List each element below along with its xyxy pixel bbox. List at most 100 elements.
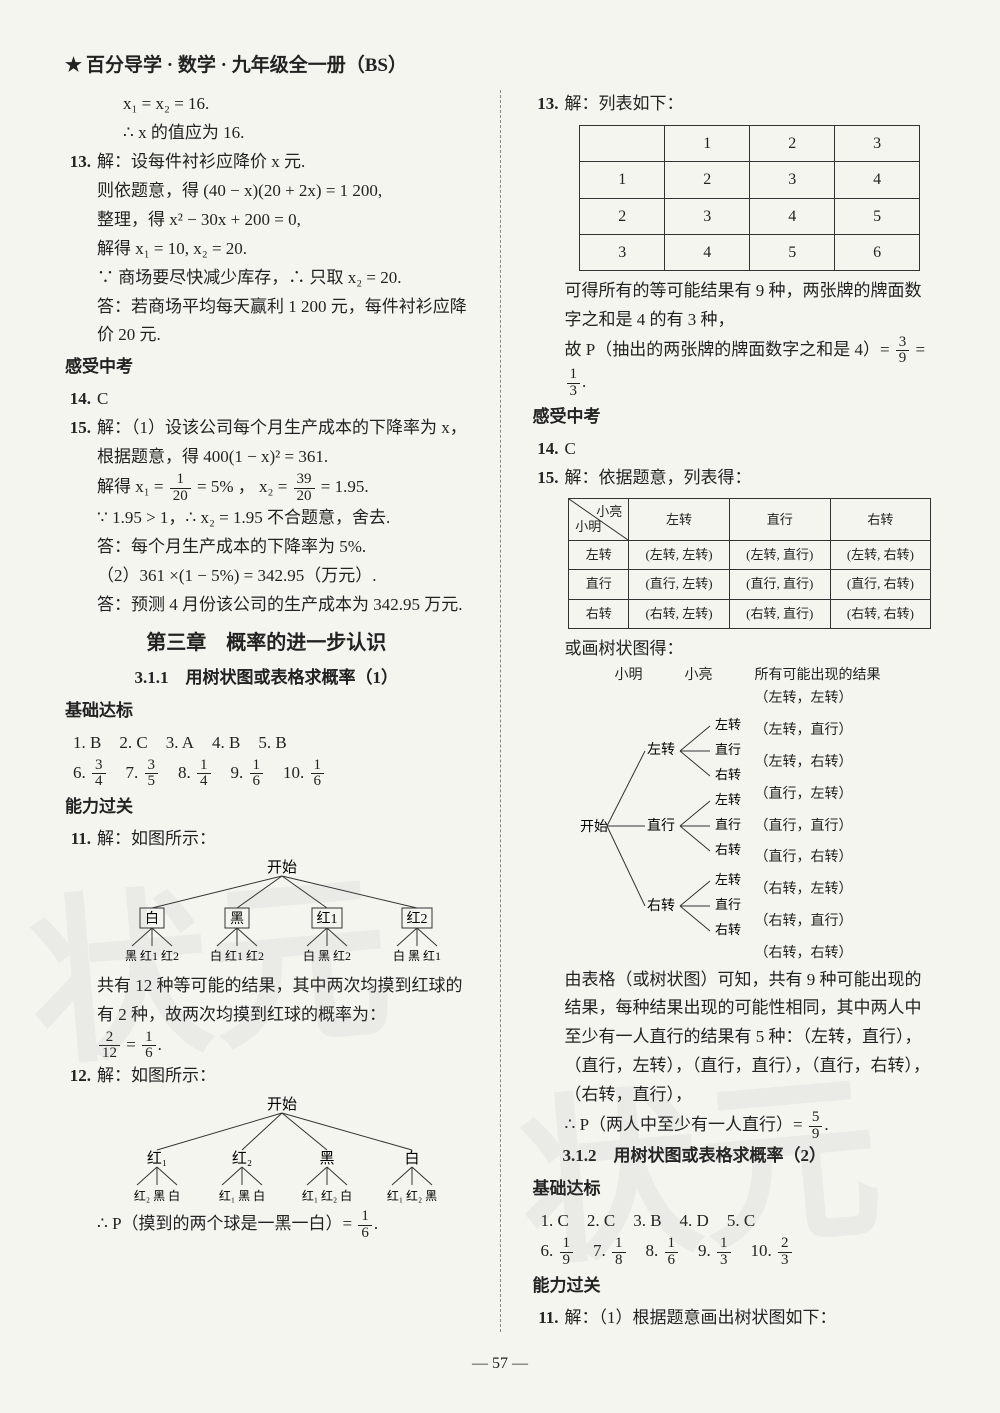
text-line: 共有 12 种等可能的结果，其中两次均摸到红球的有 2 种，故两次均摸到红球的概… [97,972,468,1030]
tree-diagram: 开始 红₁ 红₂ 黑 白 红₂ 黑 白 红₁ 黑 白 红₁ 红₂ 白 红₁ 红₂… [102,1095,462,1205]
answer-row: 6. 19 7. 18 8. 16 9. 13 10. 23 [533,1236,936,1269]
text-line: ∴ P（摸到的两个球是一黑一白）= 16. [97,1209,468,1242]
text-line: 故 P（抽出的两张牌的牌面数字之和是 4）= 39 = 13. [565,335,936,400]
question-13: 13. 解：列表如下： 123 1234 2345 3456 可得所有的等可能结… [533,90,936,399]
question-12: 12. 解：如图所示： 开始 红₁ 红₂ 黑 白 红₂ 黑 白 红₁ 黑 白 [65,1062,468,1241]
section-label: 能力过关 [65,793,468,822]
tree-diagram: 开始 白 黑 红1 红2 黑 红1 红2 白 红1 红2 白 黑 红2 白 黑 … [102,858,462,968]
svg-text:白: 白 [145,911,159,927]
left-column: x₁ = x₂ = 16. ∴ x 的值应为 16. 13. 解：设每件衬衫应降… [65,90,468,1332]
question-14: 14. C [65,385,468,414]
answer: 3. A [166,729,194,758]
text-line: 解得 x₁ = 10, x₂ = 20. [97,235,468,264]
text-line: ∵ 商场要尽快减少库存，∴ 只取 x₂ = 20. [97,264,468,293]
q-number: 12. [65,1062,97,1241]
text-line: 解：依据题意，列表得： [565,464,936,493]
text-line: ∴ P（两人中至少有一人直行）= 59. [565,1110,936,1143]
section-label: 感受中考 [65,353,468,382]
text-line: 答：每个月生产成本的下降率为 5%. [97,533,468,562]
tree-diagram: 小明 小亮 所有可能出现的结果 开始 左转 直行 右转 [565,664,936,966]
svg-text:红₁ 红₂ 黑: 红₁ 红₂ 黑 [387,1188,437,1203]
q-number: 13. [533,90,565,399]
section-title: 3.1.1 用树状图或表格求概率（1） [65,664,468,693]
svg-text:白: 白 [405,1150,420,1167]
section-label: 基础达标 [65,697,468,726]
text-line: （2）361 ×(1 − 5%) = 342.95（万元）. [97,562,468,591]
right-column: 13. 解：列表如下： 123 1234 2345 3456 可得所有的等可能结… [533,90,936,1332]
svg-text:右转: 右转 [715,767,741,782]
svg-text:白 黑 红1: 白 黑 红1 [393,948,441,963]
q-number: 15. [533,464,565,1143]
answer: C [565,435,936,464]
answer: 2. C [587,1207,615,1236]
text-line: 整理，得 x² − 30x + 200 = 0, [97,206,468,235]
text-line: 解得 x₁ = 120 = 5% ， x₂ = 3920 = 1.95. [97,472,468,505]
svg-text:直行: 直行 [715,817,741,832]
answer: 5. B [258,729,286,758]
answer: 2. C [119,729,147,758]
text-line: 或画树状图得： [565,635,936,664]
text-line: 解：列表如下： [565,90,936,119]
svg-text:红₂: 红₂ [232,1150,252,1167]
text-line: 解：如图所示： [97,1062,468,1091]
svg-text:红₁: 红₁ [147,1150,167,1167]
answer: 8. 14 [178,758,213,791]
probability-table: 小亮 小明 左转直行右转 左转(左转, 左转)(左转, 直行)(左转, 右转) … [568,498,931,628]
question-14: 14. C [533,435,936,464]
question-11: 11. 解：如图所示： 开始 白 黑 红1 红2 黑 红1 红2 白 红1 红2 [65,825,468,1062]
text-line: ∴ x 的值应为 16. [65,119,468,148]
svg-text:白 红1 红2: 白 红1 红2 [210,948,264,963]
svg-text:黑: 黑 [230,912,244,927]
svg-text:红₂ 黑 白: 红₂ 黑 白 [134,1188,180,1203]
answer: 7. 18 [593,1236,628,1269]
q-number: 14. [65,385,97,414]
answer: 1. B [73,729,101,758]
q-number: 13. [65,148,97,350]
page-header: 百分导学 · 数学 · 九年级全一册（BS） [65,50,935,82]
text-line: x₁ = x₂ = 16. [65,90,468,119]
text-line: 由表格（或树状图）可知，共有 9 种可能出现的结果，每种结果出现的可能性相同，其… [565,966,936,1110]
text-line: 解：设每件衬衫应降价 x 元. [97,148,468,177]
svg-text:右转: 右转 [647,898,675,914]
answer: 10. 23 [751,1236,794,1269]
answer: 9. 13 [698,1236,733,1269]
svg-text:左转: 左转 [715,717,741,732]
svg-text:右转: 右转 [715,842,741,857]
probability-table: 123 1234 2345 3456 [579,125,920,271]
tree-svg: 开始 左转 直行 右转 左转直行右转 左转直行右转 左转直行右转 [565,706,755,946]
text-line: 可得所有的等可能结果有 9 种，两张牌的牌面数字之和是 4 的有 3 种， [565,277,936,335]
page-number: — 57 — [65,1350,935,1377]
answer: 6. 34 [73,758,108,791]
answer: 3. B [633,1207,661,1236]
svg-text:左转: 左转 [715,872,741,887]
answer: 1. C [541,1207,569,1236]
text-line: 答：预测 4 月份该公司的生产成本为 342.95 万元. [97,591,468,620]
content-columns: x₁ = x₂ = 16. ∴ x 的值应为 16. 13. 解：设每件衬衫应降… [65,90,935,1332]
svg-text:红₁ 红₂ 白: 红₁ 红₂ 白 [302,1188,352,1203]
answer: 8. 16 [646,1236,681,1269]
question-11: 11. 解：（1）根据题意画出树状图如下： [533,1304,936,1333]
text-line: ∵ 1.95 > 1，∴ x₂ = 1.95 不合题意，舍去. [97,504,468,533]
answer: 7. 35 [126,758,161,791]
svg-text:红2: 红2 [407,911,428,927]
answer: 5. C [727,1207,755,1236]
section-label: 基础达标 [533,1175,936,1204]
section-title: 3.1.2 用树状图或表格求概率（2） [533,1142,936,1171]
svg-text:红1: 红1 [317,911,338,927]
text-line: 则依题意，得 (40 − x)(20 + 2x) = 1 200, [97,177,468,206]
text-line: 212 = 16. [97,1030,468,1063]
question-15: 15. 解：（1）设该公司每个月生产成本的下降率为 x，根据题意，得 400(1… [65,414,468,620]
section-label: 能力过关 [533,1272,936,1301]
svg-text:白 黑 红2: 白 黑 红2 [303,948,351,963]
svg-text:黑 红1 红2: 黑 红1 红2 [125,948,179,963]
svg-text:开始: 开始 [580,819,608,835]
svg-text:直行: 直行 [647,817,675,834]
answer: 6. 19 [541,1236,576,1269]
text-line: 答：若商场平均每天赢利 1 200 元，每件衬衫应降价 20 元. [97,293,468,351]
answer: 4. D [680,1207,709,1236]
q-number: 14. [533,435,565,464]
answer-row: 1. B 2. C 3. A 4. B 5. B [65,729,468,758]
tree-outcomes: （左转，左转）（左转，直行）（左转，右转） （直行，左转）（直行，直行）（直行，… [755,687,853,965]
q-number: 11. [533,1304,565,1333]
svg-text:红₁ 黑 白: 红₁ 黑 白 [219,1188,265,1203]
